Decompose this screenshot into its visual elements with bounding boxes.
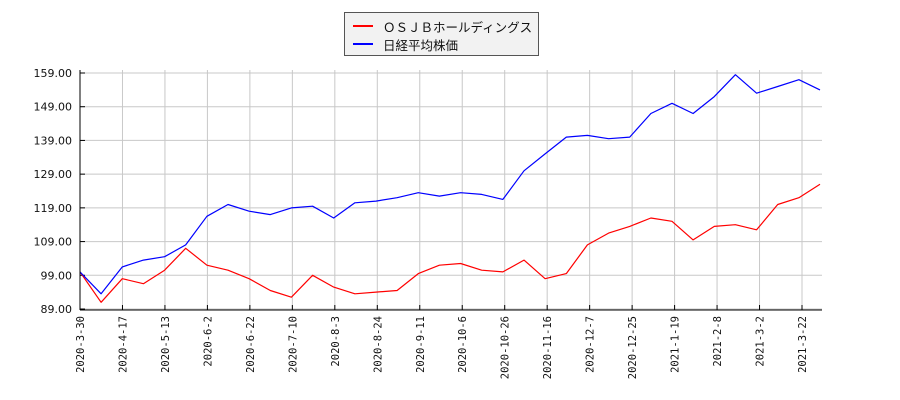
y-tick-label: 129.00	[34, 168, 73, 181]
x-tick-label: 2020-10-6	[457, 316, 469, 373]
legend-item-nikkei: 日経平均株価	[353, 35, 458, 53]
x-tick-label: 2020-6-22	[245, 316, 257, 373]
x-tick-label: 2020-8-3	[330, 316, 342, 367]
x-tick-label: 2020-10-26	[500, 316, 512, 379]
y-tick-label: 119.00	[34, 202, 73, 215]
x-tick-label: 2020-12-25	[627, 316, 639, 379]
x-tick-label: 2020-4-17	[117, 316, 129, 373]
series-line	[79, 183, 821, 303]
legend: ＯＳＪＢホールディングス 日経平均株価	[344, 12, 539, 56]
x-tick-label: 2020-7-10	[287, 316, 299, 373]
legend-label-nikkei: 日経平均株価	[383, 37, 459, 53]
x-tick-label: 2021-1-19	[670, 316, 682, 373]
legend-label-osjb: ＯＳＪＢホールディングス	[383, 19, 533, 35]
x-tick-label: 2021-3-22	[797, 316, 809, 373]
x-tick-label: 2020-6-2	[202, 316, 214, 367]
y-tick-label: 109.00	[34, 236, 73, 249]
grid-lines	[80, 70, 822, 310]
x-tick-label: 2020-9-11	[415, 316, 427, 373]
legend-swatch-blue	[353, 43, 373, 45]
x-tick-label: 2020-3-30	[75, 316, 87, 373]
x-axis-ticks: 2020-3-30 2020-4-17 2020-5-13 2020-6-2 2020-…	[75, 305, 809, 379]
y-tick-label: 89.00	[41, 303, 73, 316]
series-line	[79, 74, 821, 295]
y-tick-label: 99.00	[41, 269, 73, 282]
y-tick-label: 159.00	[34, 67, 73, 80]
legend-swatch-red	[353, 25, 373, 27]
y-tick-label: 149.00	[34, 101, 73, 114]
x-tick-label: 2020-12-7	[585, 316, 597, 373]
x-tick-label: 2021-3-2	[755, 316, 767, 367]
x-tick-label: 2020-5-13	[160, 316, 172, 373]
legend-item-osjb: ＯＳＪＢホールディングス	[353, 17, 532, 35]
x-tick-label: 2020-8-24	[372, 316, 384, 373]
y-tick-label: 139.00	[34, 134, 73, 147]
x-tick-label: 2020-11-16	[542, 316, 554, 379]
y-axis-ticks: 159.00 149.00 139.00 129.00 119.00 109.00 99.0…	[34, 67, 85, 316]
x-tick-label: 2021-2-8	[712, 316, 724, 367]
series-lines	[79, 74, 821, 303]
